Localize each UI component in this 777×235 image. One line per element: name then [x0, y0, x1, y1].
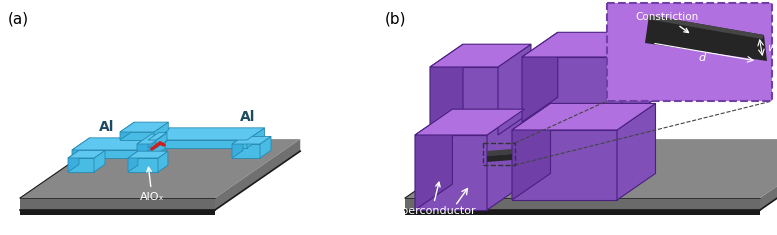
Polygon shape — [645, 15, 767, 61]
Polygon shape — [430, 67, 498, 135]
Polygon shape — [72, 138, 89, 158]
Polygon shape — [94, 150, 105, 172]
Polygon shape — [120, 122, 169, 132]
Polygon shape — [512, 103, 550, 200]
Polygon shape — [72, 150, 154, 158]
Polygon shape — [20, 198, 215, 210]
Text: Al: Al — [240, 110, 256, 124]
Polygon shape — [154, 138, 172, 158]
Polygon shape — [148, 140, 156, 148]
Polygon shape — [128, 158, 158, 172]
Polygon shape — [487, 149, 512, 156]
Polygon shape — [512, 103, 656, 130]
Polygon shape — [405, 210, 760, 215]
Polygon shape — [120, 132, 154, 140]
Polygon shape — [151, 134, 166, 158]
Polygon shape — [158, 151, 168, 172]
Polygon shape — [68, 150, 79, 172]
Text: w: w — [767, 43, 776, 53]
Polygon shape — [742, 3, 772, 101]
Polygon shape — [68, 150, 105, 158]
Polygon shape — [137, 144, 151, 158]
Polygon shape — [415, 109, 524, 135]
Text: (b): (b) — [385, 12, 406, 27]
Polygon shape — [415, 135, 487, 210]
Polygon shape — [232, 136, 271, 144]
Polygon shape — [430, 44, 463, 135]
Polygon shape — [148, 132, 159, 148]
Polygon shape — [72, 138, 172, 150]
Polygon shape — [152, 128, 265, 140]
Text: Al: Al — [99, 120, 115, 134]
Polygon shape — [760, 139, 777, 210]
Polygon shape — [154, 122, 169, 140]
Polygon shape — [647, 15, 764, 39]
Polygon shape — [487, 154, 512, 162]
Polygon shape — [405, 139, 777, 198]
Polygon shape — [260, 136, 271, 158]
Polygon shape — [128, 151, 138, 172]
Polygon shape — [522, 32, 658, 57]
Polygon shape — [487, 109, 524, 210]
Polygon shape — [247, 128, 265, 148]
Polygon shape — [607, 3, 667, 101]
Polygon shape — [20, 139, 300, 198]
Polygon shape — [128, 151, 168, 158]
Text: d: d — [699, 53, 706, 63]
FancyBboxPatch shape — [607, 3, 772, 101]
Text: Superconductor: Superconductor — [388, 182, 476, 216]
Polygon shape — [232, 144, 260, 158]
Polygon shape — [120, 122, 134, 140]
Polygon shape — [498, 44, 531, 135]
Polygon shape — [522, 57, 622, 122]
Polygon shape — [215, 139, 300, 210]
Polygon shape — [152, 140, 247, 148]
Polygon shape — [522, 32, 558, 122]
Text: (a): (a) — [8, 12, 29, 27]
Polygon shape — [617, 103, 656, 200]
Polygon shape — [512, 130, 617, 200]
Text: Constriction: Constriction — [635, 12, 699, 32]
Polygon shape — [137, 134, 152, 158]
Polygon shape — [148, 132, 167, 140]
Polygon shape — [232, 136, 243, 158]
Polygon shape — [622, 32, 658, 122]
Polygon shape — [68, 158, 94, 172]
Polygon shape — [415, 109, 452, 210]
Polygon shape — [156, 132, 167, 148]
Polygon shape — [152, 128, 169, 148]
Text: AlOₓ: AlOₓ — [140, 167, 164, 202]
Polygon shape — [20, 210, 215, 215]
Polygon shape — [430, 44, 531, 67]
Polygon shape — [405, 198, 760, 210]
Polygon shape — [137, 134, 166, 144]
